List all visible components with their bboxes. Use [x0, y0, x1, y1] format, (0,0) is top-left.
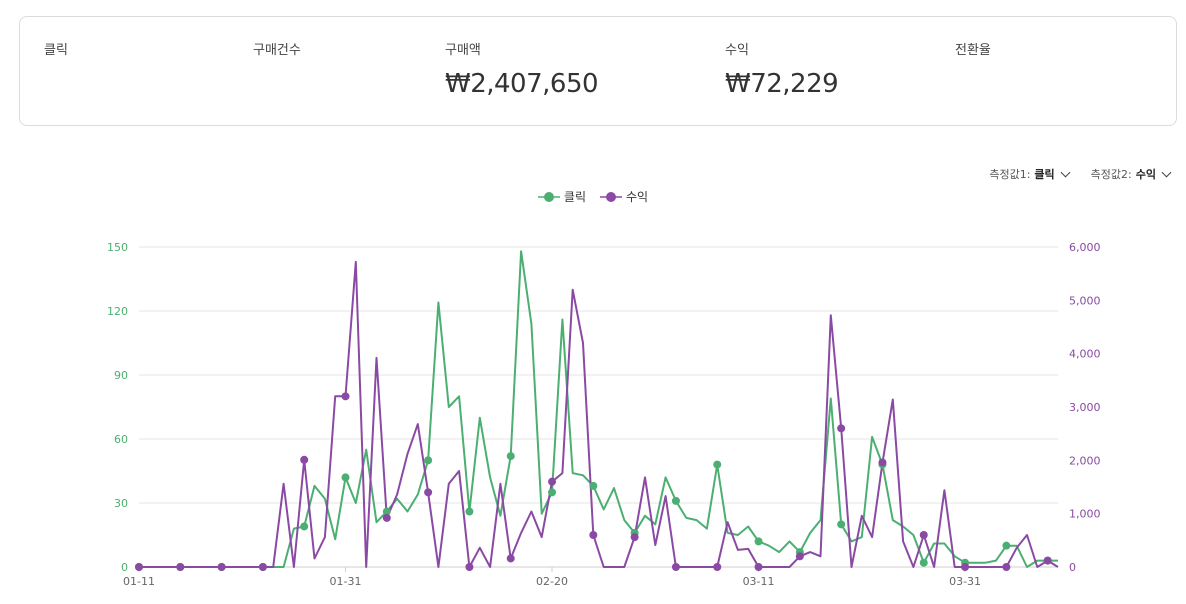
data-point-clicks — [837, 520, 846, 529]
y-left-tick-label: 60 — [114, 433, 128, 446]
metric-value: ₩72,229 — [725, 69, 839, 99]
y-left-tick-label: 0 — [121, 561, 128, 574]
legend-marker-revenue — [600, 191, 622, 202]
y-right-tick-label: 1,000 — [1069, 508, 1101, 521]
series-line-revenue — [139, 260, 1059, 568]
data-point-revenue — [424, 488, 433, 497]
data-point-revenue — [465, 563, 474, 571]
summary-card: 클릭 구매건수 구매액 ₩2,407,650 수익 ₩72,229 전환율 — [19, 16, 1177, 126]
legend-label-clicks: 클릭 — [563, 190, 586, 204]
data-point-clicks — [300, 522, 309, 531]
measure2-value: 수익 — [1135, 168, 1156, 181]
data-point-revenue — [713, 563, 722, 571]
data-point-clicks — [589, 481, 598, 490]
measure1-dropdown[interactable]: 측정값1: 클릭 — [989, 166, 1071, 182]
data-point-revenue — [961, 563, 970, 571]
data-point-revenue — [1002, 563, 1011, 571]
legend-item-revenue[interactable]: 수익 — [600, 188, 648, 205]
data-point-revenue — [548, 477, 557, 486]
data-point-clicks — [424, 456, 433, 465]
x-tick-label: 01-11 — [123, 575, 155, 588]
x-tick-label: 03-11 — [743, 575, 775, 588]
legend-item-clicks[interactable]: 클릭 — [537, 188, 586, 205]
metric-purchases: 구매건수 — [253, 39, 301, 58]
data-point-revenue — [837, 424, 846, 433]
legend-marker-clicks — [537, 191, 560, 202]
data-point-revenue — [341, 392, 350, 401]
metric-label: 전환율 — [955, 43, 991, 58]
data-point-revenue — [506, 554, 515, 563]
data-point-clicks — [713, 460, 722, 469]
data-point-clicks — [341, 473, 350, 482]
measure-selectors: 측정값1: 클릭 측정값2: 수익 — [989, 166, 1172, 182]
y-right-tick-label: 6,000 — [1069, 241, 1101, 254]
data-point-clicks — [465, 507, 474, 516]
data-point-revenue — [382, 513, 391, 522]
data-point-revenue — [1043, 556, 1052, 565]
metric-revenue: 수익 ₩72,229 — [725, 39, 839, 99]
data-point-clicks — [1002, 541, 1011, 550]
data-point-revenue — [217, 563, 226, 571]
y-left-tick-label: 150 — [107, 241, 128, 254]
metric-label: 구매건수 — [253, 43, 301, 58]
y-left-tick-label: 120 — [107, 305, 128, 318]
data-point-clicks — [382, 507, 391, 516]
measure2-label: 측정값2: — [1090, 168, 1132, 181]
data-point-revenue — [754, 563, 763, 571]
data-point-revenue — [176, 563, 185, 571]
chart-legend: 클릭 수익 — [0, 188, 1186, 205]
x-tick-label: 03-31 — [949, 575, 981, 588]
y-right-tick-label: 0 — [1069, 561, 1076, 574]
y-left-tick-label: 90 — [114, 369, 128, 382]
y-right-tick-label: 3,000 — [1069, 401, 1101, 414]
data-point-revenue — [630, 533, 639, 542]
y-right-tick-label: 2,000 — [1069, 454, 1101, 467]
metric-label: 수익 — [725, 43, 749, 58]
data-point-clicks — [754, 537, 763, 546]
data-point-clicks — [548, 488, 557, 497]
measure2-dropdown[interactable]: 측정값2: 수익 — [1090, 166, 1172, 182]
metric-label: 클릭 — [44, 43, 68, 58]
data-point-revenue — [135, 563, 143, 571]
legend-label-revenue: 수익 — [626, 190, 649, 204]
series-line-clicks — [139, 250, 1058, 568]
metric-label: 구매액 — [445, 43, 481, 58]
data-point-revenue — [919, 531, 928, 539]
metric-conversion-rate: 전환율 — [955, 39, 991, 58]
data-point-revenue — [878, 458, 887, 467]
x-tick-label: 01-31 — [330, 575, 362, 588]
metric-clicks: 클릭 — [44, 39, 68, 58]
y-right-tick-label: 5,000 — [1069, 294, 1101, 307]
y-right-tick-label: 4,000 — [1069, 348, 1101, 361]
data-point-revenue — [795, 552, 804, 561]
measure1-value: 클릭 — [1034, 168, 1055, 181]
x-tick-label: 02-20 — [536, 575, 568, 588]
data-point-revenue — [589, 531, 598, 539]
y-left-tick-label: 30 — [114, 497, 128, 510]
metric-purchase-amount: 구매액 ₩2,407,650 — [445, 39, 599, 99]
data-point-clicks — [671, 496, 680, 505]
data-point-revenue — [300, 455, 309, 464]
metric-value: ₩2,407,650 — [445, 69, 599, 99]
data-point-revenue — [671, 563, 680, 571]
measure1-label: 측정값1: — [989, 168, 1031, 181]
data-point-clicks — [506, 452, 515, 461]
data-point-revenue — [258, 563, 267, 571]
data-point-clicks — [919, 558, 928, 567]
